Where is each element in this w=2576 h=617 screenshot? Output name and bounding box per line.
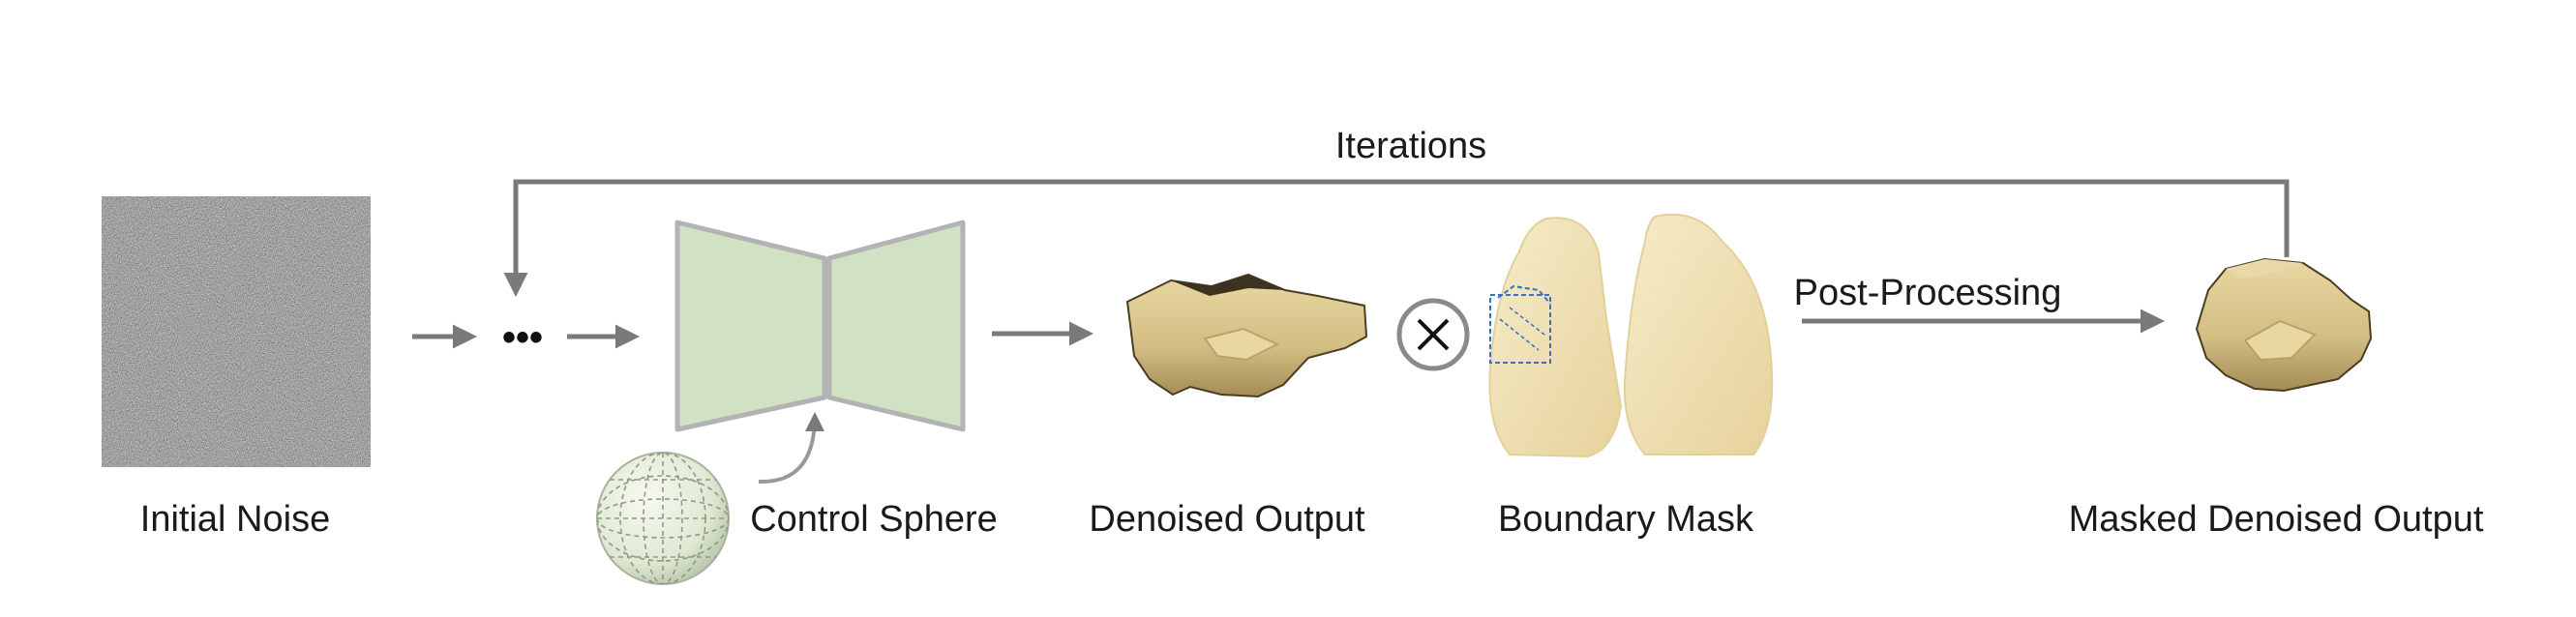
lung-mask: [1488, 213, 1774, 458]
arrow-sphere-to-unet: [758, 412, 824, 485]
label-boundary-mask: Boundary Mask: [1498, 499, 1754, 540]
post-processing-label: Post-Processing: [1794, 273, 2062, 313]
label-masked-denoised-output: Masked Denoised Output: [2069, 499, 2484, 540]
label-control-sphere: Control Sphere: [750, 499, 998, 540]
masked-blob: [2195, 257, 2373, 393]
denoised-blob: [1125, 273, 1368, 398]
loop-label: Iterations: [1335, 126, 1486, 166]
iteration-loop-arrow: [503, 179, 2290, 297]
sphere-mesh: [596, 452, 730, 585]
ellipsis: •••: [502, 316, 543, 359]
label-initial-noise: Initial Noise: [140, 499, 330, 540]
label-denoised-output: Denoised Output: [1089, 499, 1365, 540]
unet-block: [674, 220, 966, 432]
noise-image: [102, 196, 371, 467]
multiply-icon: [1396, 298, 1470, 371]
